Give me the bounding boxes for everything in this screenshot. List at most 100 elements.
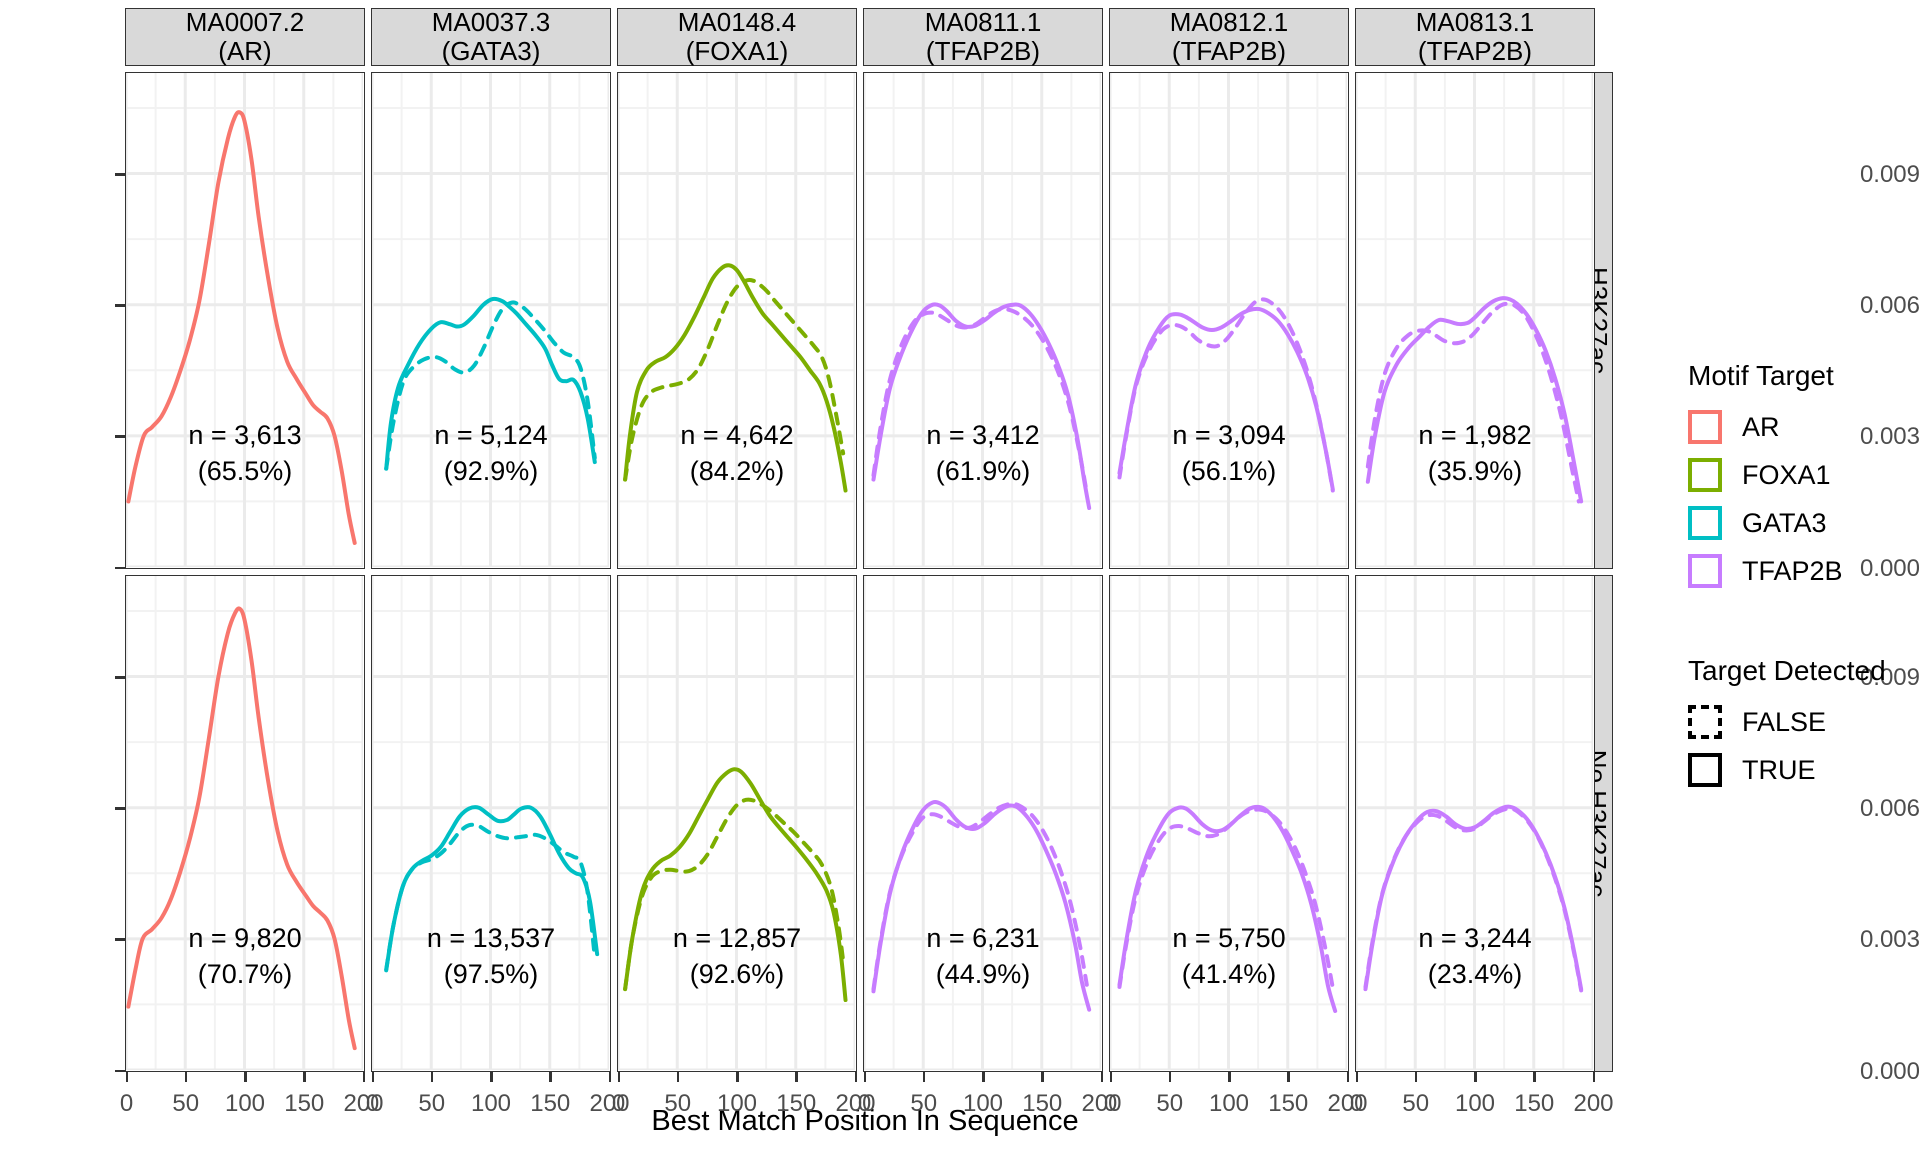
x-tickmark [608,1072,611,1082]
legend-motif-target: Motif Target AR FOXA1 GATA3 TFAP2B [1688,360,1843,598]
legend-item-label: FALSE [1742,706,1827,737]
y-tick-label: 0.003 [1859,423,1920,451]
y-tickmark [115,304,125,307]
column-strip-ma0811.1: MA0811.1 (TFAP2B) [863,6,1103,66]
x-tick-label: 0 [365,1090,380,1117]
x-tick-label: 100 [1454,1090,1496,1117]
x-tick-label: 0 [1349,1090,1364,1117]
column-strip-motif-id: MA0811.1 [924,6,1042,37]
panel-canvas [126,576,363,1070]
x-tickmark [676,1072,680,1082]
panel-canvas [1110,576,1347,1070]
x-tickmark [1168,1072,1172,1082]
x-tick-label: 50 [664,1090,692,1117]
panel-canvas [372,576,609,1070]
y-tickmark [115,807,125,810]
x-tick-label: 100 [224,1090,266,1117]
x-tick-label: 150 [776,1090,817,1117]
major-gridlines [1356,576,1593,1070]
panel-ma0007.2-no-h3k27ac: n = 9,820 (70.7%) [125,575,365,1072]
major-gridlines [618,73,855,567]
density-curve-true [1117,306,1335,492]
y-tickmark [115,676,125,679]
density-curve-false [871,801,1089,992]
legend-item-label: GATA3 [1742,507,1827,538]
legend-item-label: TRUE [1742,754,1816,785]
x-tick-label: 200 [1327,1090,1368,1117]
legend-item-label: TFAP2B [1742,555,1843,586]
legend-item-false[interactable]: FALSE [1688,701,1886,743]
column-strip-gene-name: (TFAP2B) [1417,36,1533,66]
x-tickmark [1414,1072,1418,1082]
panel-ma0813.1-h3k27ac: n = 1,982 (35.9%) [1355,72,1595,569]
density-curve-true [871,302,1092,510]
panel-ma0812.1-h3k27ac: n = 3,094 (56.1%) [1109,72,1349,569]
legend-item-true[interactable]: TRUE [1688,749,1886,791]
x-tick-label: 0 [1103,1090,1118,1117]
panel-canvas [1356,576,1593,1070]
x-tick-label: 50 [910,1090,938,1117]
y-tick-label: 0.006 [1859,292,1920,320]
column-strip-gene-name: (GATA3) [441,36,541,66]
density-curve-true [871,799,1092,1012]
column-strip-ma0148.4: MA0148.4 (FOXA1) [617,7,857,66]
column-strip-motif-id: MA0812.1 [1169,6,1289,37]
column-strip-motif-id: MA0007.2 [185,6,305,37]
x-tickmark [549,1072,552,1082]
y-tickmark [115,566,125,569]
density-curve-true [1363,804,1584,992]
major-gridlines [126,73,363,567]
major-gridlines [372,73,609,567]
x-tickmark [1474,1072,1477,1082]
panel-canvas [618,73,855,567]
density-curve-true [623,263,848,493]
x-tick-label: 200 [589,1090,630,1117]
y-axis-title: Density [0,0,40,1152]
panel-canvas [372,73,609,567]
x-tick-label: 50 [1156,1090,1184,1117]
x-tick-label: 150 [530,1090,571,1117]
y-tick-label: 0.000 [1859,554,1920,582]
panel-ma0813.1-no-h3k27ac: n = 3,244 (23.4%) [1355,575,1595,1072]
panel-canvas [126,73,363,567]
density-curve-true [623,767,848,1003]
panel-ma0811.1-h3k27ac: n = 3,412 (61.9%) [863,72,1103,569]
x-tickmark [184,1072,188,1082]
y-tick-label: 0.003 [1859,926,1920,954]
density-curve-true [126,606,357,1051]
panel-ma0811.1-no-h3k27ac: n = 6,231 (44.9%) [863,575,1103,1072]
column-strip-gene-name: (AR) [218,36,272,66]
x-tick-label: 200 [835,1090,876,1117]
density-curve-false [1365,301,1581,504]
panel-canvas [1356,73,1593,567]
column-strip-ma0813.1: MA0813.1 (TFAP2B) [1355,7,1595,66]
legend-item-ar[interactable]: AR [1688,406,1843,448]
x-tickmark [1109,1072,1112,1082]
panel-ma0812.1-no-h3k27ac: n = 5,750 (41.4%) [1109,575,1349,1072]
density-curve-false [1117,807,1335,990]
x-tick-label: 0 [119,1090,134,1117]
x-tickmark [863,1072,866,1082]
major-gridlines [126,576,363,1070]
y-tickmark [115,435,125,438]
x-tickmark [1592,1072,1595,1082]
legend-item-foxa1[interactable]: FOXA1 [1688,454,1843,496]
x-tick-label: 200 [1573,1090,1614,1117]
x-tick-label: 100 [470,1090,512,1117]
legend-key-swatch [1688,753,1722,787]
x-tickmark [125,1072,128,1082]
column-strip-gene-name: (TFAP2B) [925,36,1041,66]
legend-item-tfap2b[interactable]: TFAP2B [1688,550,1843,592]
x-tick-label: 50 [1402,1090,1430,1117]
x-tickmark [303,1072,306,1082]
density-curve-true [1117,804,1338,1013]
density-curve-true [126,110,357,545]
panel-ma0148.4-no-h3k27ac: n = 12,857 (92.6%) [617,575,857,1072]
legend-item-label: FOXA1 [1742,459,1831,490]
major-gridlines [372,576,609,1070]
y-tick-label: 0.000 [1859,1057,1920,1085]
x-tick-label: 100 [1208,1090,1250,1117]
x-tickmark [244,1072,247,1082]
legend-item-gata3[interactable]: GATA3 [1688,502,1843,544]
